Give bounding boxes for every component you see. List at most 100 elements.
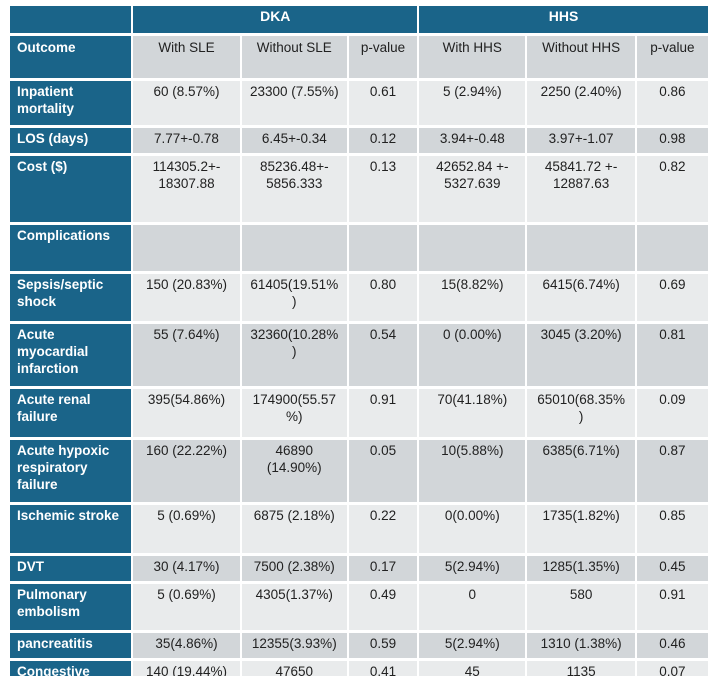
data-cell: 45 [419,661,526,676]
data-cell: 6875 (2.18%) [241,505,347,553]
row-label: Acute myocardial infarction [10,324,132,386]
data-cell: 6.45+-0.34 [241,128,347,153]
data-cell: 0.85 [636,505,708,553]
data-cell: 1310 (1.38%) [527,633,635,658]
data-cell: 55 (7.64%) [133,324,240,386]
data-cell: 7500 (2.38%) [241,556,347,581]
data-cell: 5(2.94%) [419,556,526,581]
data-cell [348,225,418,271]
data-cell [133,225,240,271]
data-cell: 0.86 [636,81,708,125]
group-header-dka: DKA [133,6,418,33]
row-label: Acute hypoxic respiratory failure [10,440,132,502]
data-cell: 3.97+-1.07 [527,128,635,153]
column-header-without-hhs: Without HHS [527,36,635,78]
data-cell: 114305.2+- 18307.88 [133,156,240,222]
data-cell: 65010(68.35% ) [527,389,635,437]
data-cell: 0.61 [348,81,418,125]
data-cell: 174900(55.57 %) [241,389,347,437]
row-label: LOS (days) [10,128,132,153]
row-label: Cost ($) [10,156,132,222]
table-row: Acute hypoxic respiratory failure 160 (22… [10,440,708,502]
column-header-with-hhs: With HHS [419,36,526,78]
row-label: pancreatitis [10,633,132,658]
data-cell: 0.09 [636,389,708,437]
table-row: DVT 30 (4.17%) 7500 (2.38%) 0.17 5(2.94%) 128… [10,556,708,581]
data-cell: 0 [419,584,526,630]
table-row: Inpatient mortality 60 (8.57%) 23300 (7.55… [10,81,708,125]
data-cell: 0.05 [348,440,418,502]
table-row: Sepsis/septic shock 150 (20.83%) 61405(19.… [10,274,708,321]
row-label: Complications [10,225,132,271]
row-label: Pulmonary embolism [10,584,132,630]
data-cell: 0.12 [348,128,418,153]
row-label: Acute renal failure [10,389,132,437]
column-header-outcome: Outcome [10,36,132,78]
data-cell: 0.49 [348,584,418,630]
data-cell: 0.17 [348,556,418,581]
data-cell: 46890 (14.90%) [241,440,347,502]
data-cell [527,225,635,271]
data-cell: 32360(10.28% ) [241,324,347,386]
data-cell: 5 (0.69%) [133,584,240,630]
data-cell: 3.94+-0.48 [419,128,526,153]
data-cell: 0.91 [348,389,418,437]
data-cell: 61405(19.51% ) [241,274,347,321]
table-row: Cost ($) 114305.2+- 18307.88 85236.48+- 58… [10,156,708,222]
data-cell: 35(4.86%) [133,633,240,658]
data-cell: 160 (22.22%) [133,440,240,502]
data-cell: 23300 (7.55%) [241,81,347,125]
table-row: Complications [10,225,708,271]
column-header-pvalue-hhs: p-value [636,36,708,78]
data-cell: 12355(3.93%) [241,633,347,658]
data-cell: 60 (8.57%) [133,81,240,125]
table-row: Congestive heart failure140 (19.44%)4765… [10,661,708,676]
data-cell [636,225,708,271]
table-row: Acute renal failure 395(54.86%) 174900(55.… [10,389,708,437]
data-cell: 395(54.86%) [133,389,240,437]
data-cell: 10(5.88%) [419,440,526,502]
data-cell: 0.46 [636,633,708,658]
data-cell: 1135 [527,661,635,676]
data-cell: 150 (20.83%) [133,274,240,321]
data-cell: 0.81 [636,324,708,386]
data-cell: 1735(1.82%) [527,505,635,553]
column-header-row: Outcome With SLE Without SLE p-value Wit… [10,36,708,78]
data-cell: 580 [527,584,635,630]
data-cell: 1285(1.35%) [527,556,635,581]
row-label: Inpatient mortality [10,81,132,125]
data-cell: 2250 (2.40%) [527,81,635,125]
data-cell: 15(8.82%) [419,274,526,321]
outcomes-table: DKA HHS Outcome With SLE Without SLE p-v… [8,3,710,676]
data-cell: 0.13 [348,156,418,222]
row-label: DVT [10,556,132,581]
data-cell: 0.69 [636,274,708,321]
data-cell [241,225,347,271]
data-cell [419,225,526,271]
table-row: Acute myocardial infarction 55 (7.64%) 323… [10,324,708,386]
data-cell: 0.87 [636,440,708,502]
group-header-row: DKA HHS [10,6,708,33]
data-cell: 6415(6.74%) [527,274,635,321]
data-cell: 0.22 [348,505,418,553]
data-cell: 0.07 [636,661,708,676]
data-cell: 0.59 [348,633,418,658]
data-cell: 3045 (3.20%) [527,324,635,386]
column-header-pvalue-dka: p-value [348,36,418,78]
table-row: Ischemic stroke 5 (0.69%) 6875 (2.18%) 0.22… [10,505,708,553]
data-cell: 140 (19.44%) [133,661,240,676]
row-label: Sepsis/septic shock [10,274,132,321]
data-cell: 0(0.00%) [419,505,526,553]
row-label: Congestive heart failure [10,661,132,676]
data-cell: 0.41 [348,661,418,676]
table-row: LOS (days) 7.77+-0.78 6.45+-0.34 0.12 3.94+-… [10,128,708,153]
data-cell: 30 (4.17%) [133,556,240,581]
data-cell: 7.77+-0.78 [133,128,240,153]
data-cell: 0.45 [636,556,708,581]
data-cell: 6385(6.71%) [527,440,635,502]
data-cell: 45841.72 +- 12887.63 [527,156,635,222]
data-cell: 0.98 [636,128,708,153]
data-cell: 0.82 [636,156,708,222]
data-cell: 70(41.18%) [419,389,526,437]
